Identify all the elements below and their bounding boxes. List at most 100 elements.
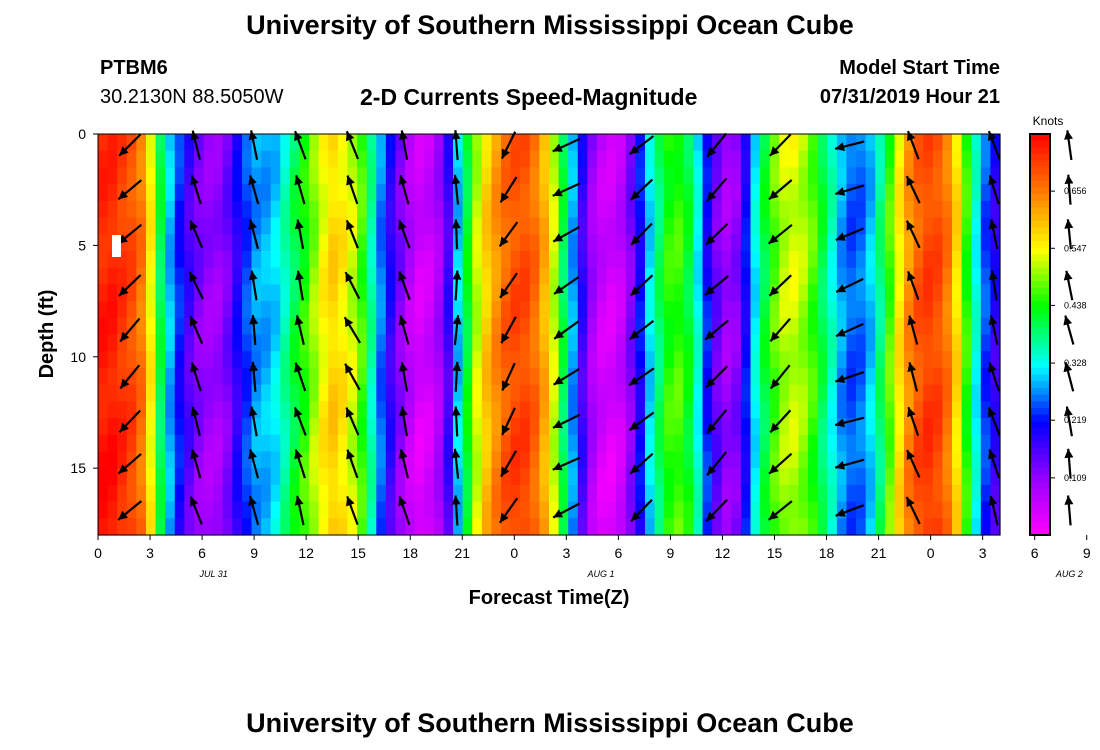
heatmap-cell — [136, 367, 147, 386]
heatmap-cell — [405, 401, 416, 419]
heatmap-cell — [875, 451, 886, 469]
heatmap-cell — [414, 501, 425, 519]
heatmap-cell — [347, 250, 358, 269]
colorbar-segment — [1030, 281, 1050, 289]
heatmap-cell — [424, 384, 435, 402]
heatmap-cell — [491, 484, 502, 503]
heatmap-cell — [270, 167, 281, 185]
heatmap-cell — [980, 367, 992, 386]
heatmap-cell — [309, 167, 320, 185]
heatmap-cell — [788, 250, 800, 269]
heatmap-cell — [107, 167, 118, 185]
heatmap-cell — [788, 301, 800, 319]
heatmap-cell — [856, 384, 867, 402]
heatmap-cell — [145, 284, 157, 302]
heatmap-cell — [289, 184, 301, 202]
heatmap-cell — [366, 434, 377, 453]
heatmap-cell — [270, 518, 281, 536]
heatmap-cell — [836, 418, 848, 436]
heatmap-cell — [366, 167, 377, 185]
heatmap-cell — [261, 167, 272, 185]
current-arrow — [706, 132, 728, 158]
heatmap-cell — [299, 301, 310, 319]
heatmap-cell — [721, 234, 732, 252]
heatmap-cell — [165, 401, 176, 419]
heatmap-cell — [827, 284, 838, 302]
heatmap-cell — [942, 234, 953, 252]
heatmap-cell — [357, 234, 368, 252]
heatmap-cell — [961, 418, 972, 436]
heatmap-cell — [616, 250, 627, 269]
heatmap-cell — [414, 250, 425, 269]
heatmap-cell — [481, 401, 493, 419]
heatmap-cell — [692, 334, 704, 352]
colorbar-segment — [1030, 220, 1050, 229]
heatmap-cell — [98, 200, 109, 219]
heatmap-cell — [606, 518, 617, 536]
heatmap-cell — [942, 434, 953, 453]
colorbar-tick-label: 0.109 — [1064, 473, 1087, 483]
heatmap-cell — [309, 184, 320, 202]
heatmap-cell — [980, 217, 992, 235]
heatmap-cell — [683, 250, 694, 269]
heatmap-cell — [846, 451, 857, 469]
heatmap-cell — [664, 484, 675, 503]
heatmap-cell — [98, 234, 109, 252]
heatmap-cell — [894, 217, 905, 235]
heatmap-cell — [712, 384, 723, 402]
heatmap-cell — [462, 367, 473, 386]
heatmap-cell — [366, 468, 377, 486]
heatmap-cell — [846, 384, 857, 402]
heatmap-cell — [625, 484, 636, 503]
heatmap-cell — [241, 468, 253, 486]
heatmap-cell — [692, 384, 704, 402]
heatmap-cell — [808, 384, 819, 402]
heatmap-cell — [501, 334, 512, 352]
heatmap-cell — [923, 200, 934, 219]
heatmap-cell — [568, 217, 579, 235]
heatmap-cell — [501, 301, 512, 319]
heatmap-cell — [971, 284, 982, 302]
heatmap-cell — [942, 351, 953, 369]
heatmap-cell — [328, 284, 339, 302]
heatmap-cell — [702, 351, 713, 369]
current-arrow — [451, 130, 461, 161]
heatmap-cell — [520, 401, 531, 419]
heatmap-cell — [539, 317, 550, 336]
heatmap-cell — [971, 468, 982, 486]
heatmap-cell — [510, 317, 521, 336]
heatmap-cell — [193, 317, 205, 336]
heatmap-cell — [952, 167, 963, 185]
heatmap-cell — [222, 200, 233, 219]
heatmap-cell — [443, 250, 454, 269]
heatmap-cell — [980, 301, 992, 319]
heatmap-cell — [865, 284, 876, 302]
heatmap-cell — [750, 384, 761, 402]
heatmap-cell — [165, 217, 176, 235]
current-arrow — [628, 320, 655, 341]
heatmap-cell — [433, 234, 445, 252]
heatmap-cell — [808, 250, 819, 269]
heatmap-cell — [184, 418, 195, 436]
heatmap-cell — [453, 401, 464, 419]
heatmap-cell — [817, 167, 828, 185]
heatmap-cell — [357, 167, 368, 185]
heatmap-cell — [299, 351, 310, 369]
heatmap-cell — [625, 150, 636, 169]
heatmap-cell — [884, 418, 896, 436]
heatmap-cell — [261, 334, 272, 352]
x-tick-label: 9 — [1083, 545, 1091, 561]
heatmap-cell — [875, 217, 886, 235]
heatmap-cell — [884, 317, 896, 336]
heatmap-cell — [280, 217, 291, 235]
heatmap-cell — [529, 501, 541, 519]
heatmap-cell — [740, 434, 752, 453]
heatmap-cell — [491, 518, 502, 536]
heatmap-cell — [424, 367, 435, 386]
heatmap-cell — [904, 250, 915, 269]
heatmap-cell — [203, 284, 214, 302]
heatmap-cell — [232, 267, 243, 285]
heatmap-cell — [213, 418, 224, 436]
heatmap-cell — [385, 401, 397, 419]
heatmap-cell — [587, 167, 598, 185]
